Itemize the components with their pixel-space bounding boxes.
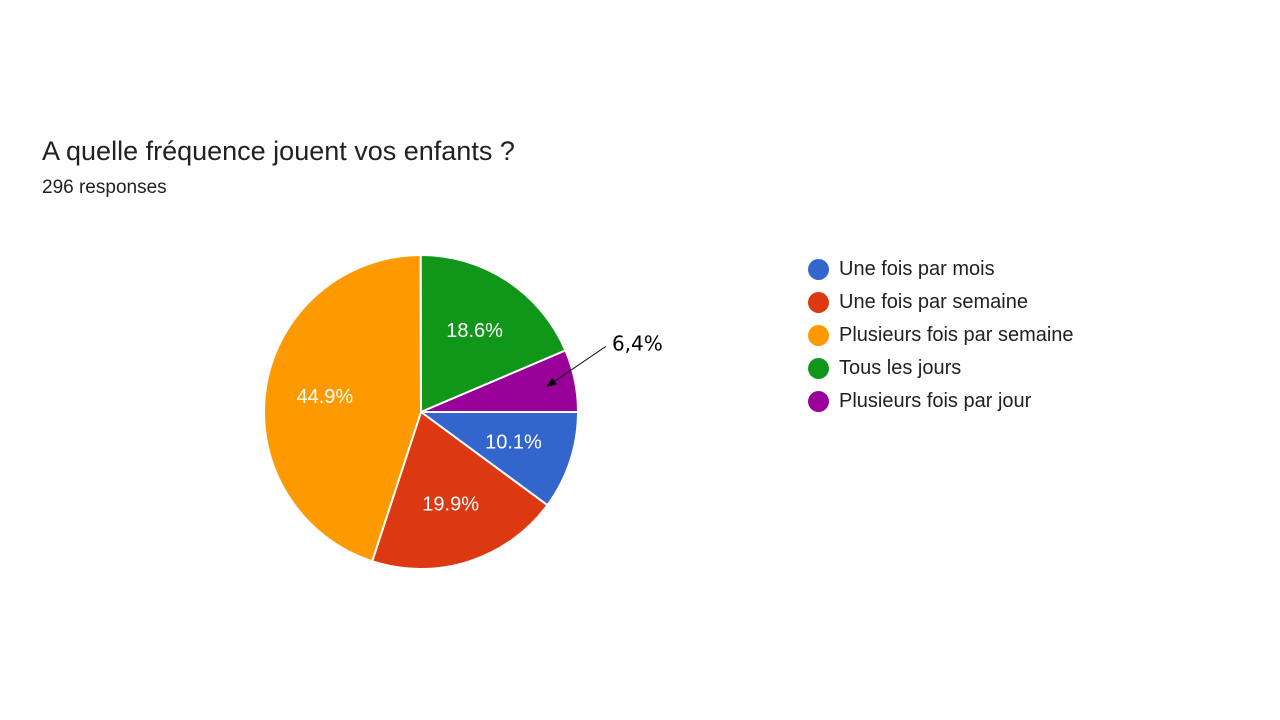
pie-slices <box>263 253 580 570</box>
pie-slice-tous-les-jours <box>419 253 567 414</box>
pie-slice-labels: 10.1% 19.9% 44.9% 18.6% <box>297 320 543 516</box>
legend-item-plusieurs-fois-par-semaine: Plusieurs fois par semaine <box>808 319 1074 352</box>
legend-label: Une fois par mois <box>839 258 995 280</box>
legend-label: Plusieurs fois par semaine <box>839 324 1074 346</box>
legend-label: Une fois par semaine <box>839 291 1028 313</box>
legend-item-tous-les-jours: Tous les jours <box>808 352 1074 385</box>
legend-swatch <box>808 292 829 313</box>
legend-item-une-fois-par-mois: Une fois par mois <box>808 253 1074 286</box>
legend-label: Tous les jours <box>839 357 962 379</box>
callout-arrow <box>546 345 607 387</box>
chart-title: A quelle fréquence jouent vos enfants ? <box>42 136 515 166</box>
slice-label-plusieurs-fois-par-semaine: 44.9% <box>297 386 354 408</box>
pie-slice-une-fois-par-mois <box>417 411 580 507</box>
legend-label: Plusieurs fois par jour <box>839 390 1032 412</box>
chart-legend: Une fois par mois Une fois par semaine Plu… <box>808 253 1074 418</box>
legend-item-plusieurs-fois-par-jour: Plusieurs fois par jour <box>808 385 1074 418</box>
pie-slice-plusieurs-fois-par-semaine <box>263 253 423 563</box>
pie-slice-plusieurs-fois-par-jour <box>420 349 580 413</box>
callout-label-plusieurs-fois-par-jour: 6,4% <box>612 331 663 355</box>
response-count: 296 responses <box>42 177 167 198</box>
legend-item-une-fois-par-semaine: Une fois par semaine <box>808 286 1074 319</box>
legend-swatch <box>808 358 829 379</box>
slice-label-tous-les-jours: 18.6% <box>446 320 503 342</box>
legend-swatch <box>808 325 829 346</box>
slice-label-une-fois-par-semaine: 19.9% <box>422 494 479 516</box>
legend-swatch <box>808 391 829 412</box>
pie-slice-une-fois-par-semaine <box>370 410 549 570</box>
slice-label-une-fois-par-mois: 10.1% <box>485 431 542 453</box>
pie-callouts: 6,4% <box>546 331 663 387</box>
legend-swatch <box>808 259 829 280</box>
